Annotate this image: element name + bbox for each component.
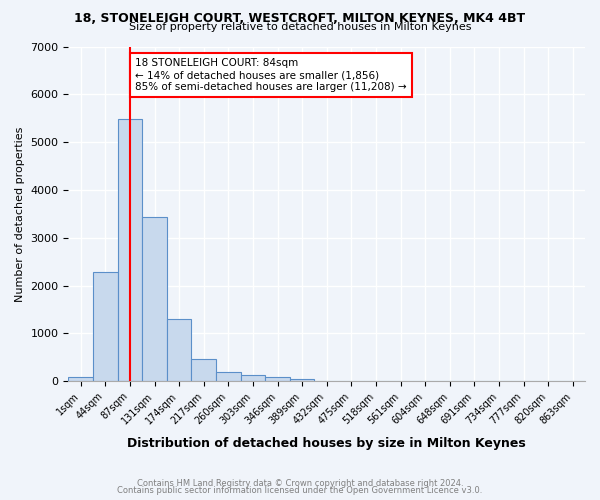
Text: Size of property relative to detached houses in Milton Keynes: Size of property relative to detached ho… [129,22,471,32]
Y-axis label: Number of detached properties: Number of detached properties [15,126,25,302]
Bar [265,378,290,381]
Bar [191,359,216,381]
Bar [290,379,314,381]
X-axis label: Distribution of detached houses by size in Milton Keynes: Distribution of detached houses by size … [127,437,526,450]
Text: 18, STONELEIGH COURT, WESTCROFT, MILTON KEYNES, MK4 4BT: 18, STONELEIGH COURT, WESTCROFT, MILTON … [74,12,526,26]
Bar [93,272,118,381]
Bar [118,119,142,381]
Bar [142,217,167,381]
Bar [167,318,191,381]
Text: Contains HM Land Registry data © Crown copyright and database right 2024.: Contains HM Land Registry data © Crown c… [137,478,463,488]
Bar [241,376,265,381]
Text: 18 STONELEIGH COURT: 84sqm
← 14% of detached houses are smaller (1,856)
85% of s: 18 STONELEIGH COURT: 84sqm ← 14% of deta… [135,58,406,92]
Bar [216,372,241,381]
Text: Contains public sector information licensed under the Open Government Licence v3: Contains public sector information licen… [118,486,482,495]
Bar [68,378,93,381]
